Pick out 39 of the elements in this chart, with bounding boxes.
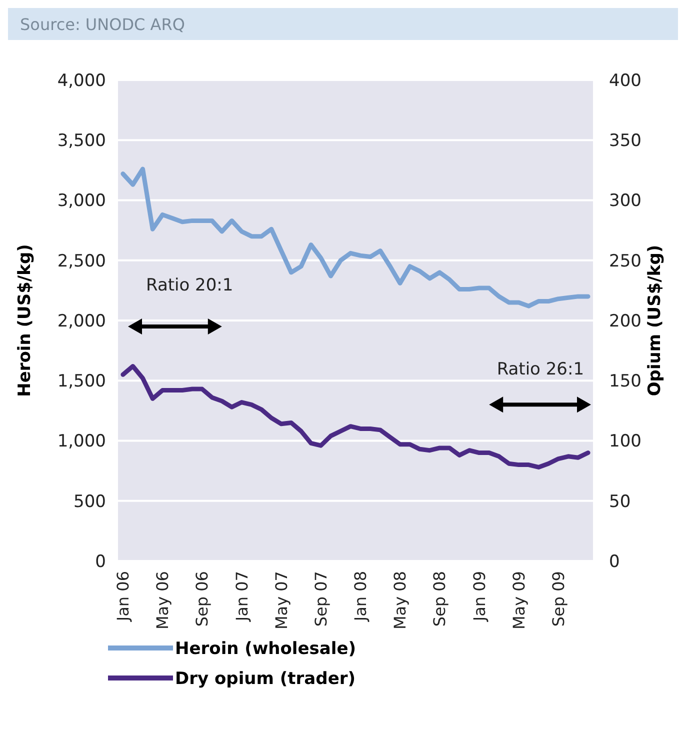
y2-tick-label: 200: [609, 311, 642, 332]
y-tick-label: 500: [74, 492, 106, 512]
legend-label: Dry opium (trader): [175, 668, 356, 689]
x-tick-label: Jan 09: [470, 571, 489, 622]
legend-label: Heroin (wholesale): [175, 638, 356, 659]
x-tick-label: Sep 08: [430, 571, 450, 627]
line-series: [120, 166, 590, 308]
y-tick-label: 3,500: [57, 131, 106, 152]
x-tick-label: May 06: [153, 571, 172, 630]
x-tick-label: Jan 07: [232, 571, 252, 622]
y2-tick-label: 250: [609, 251, 642, 272]
x-tick-label: May 08: [390, 571, 410, 630]
x-tick-label: Sep 09: [548, 571, 568, 627]
y-tick-label: 3,000: [57, 191, 106, 212]
annotation: Ratio 26:1: [496, 360, 584, 380]
y2-tick-label: 0: [609, 552, 620, 572]
x-tick-label: May 07: [272, 571, 291, 630]
y2-tick-label: 300: [609, 191, 642, 212]
source-note: Source: UNODC ARQ: [20, 15, 185, 34]
x-tick-label: Jan 08: [351, 571, 370, 622]
x-tick-label: Sep 06: [192, 571, 212, 627]
y2-tick-label: 150: [609, 372, 642, 392]
y2-tick-label: 400: [609, 70, 642, 91]
line-series: [120, 364, 590, 470]
x-tick-label: Sep 07: [311, 571, 330, 627]
y2-tick-label: 100: [609, 432, 642, 452]
y-tick-label: 1,000: [57, 432, 106, 452]
y2-tick-label: 350: [609, 131, 642, 152]
y-tick-label: 2,000: [57, 311, 106, 332]
y-tick-label: 2,500: [57, 251, 106, 272]
annotation: Ratio 20:1: [146, 275, 234, 296]
y-axis-title: Heroin (US$/kg): [15, 244, 35, 397]
y-tick-label: 4,000: [57, 70, 106, 91]
y2-tick-label: 50: [609, 492, 631, 512]
y-tick-label: 0: [95, 552, 106, 572]
y-tick-label: 1,500: [57, 372, 106, 392]
x-tick-label: May 09: [509, 571, 528, 630]
y2-axis-title: Opium (US$/kg): [645, 244, 665, 396]
x-tick-label: Jan 06: [114, 571, 133, 622]
